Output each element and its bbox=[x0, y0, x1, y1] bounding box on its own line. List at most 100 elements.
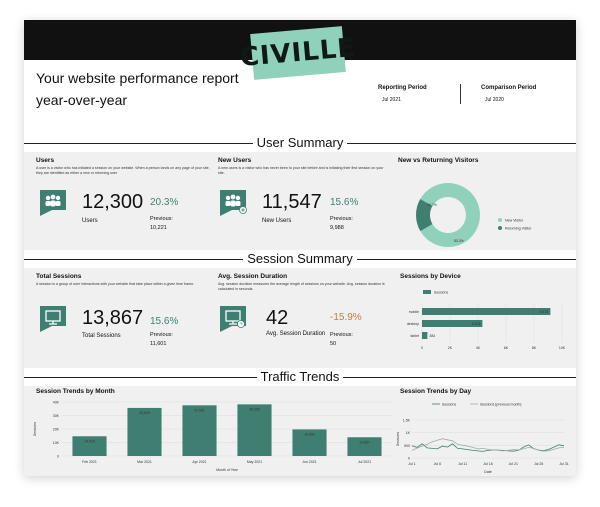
users-label: Users bbox=[82, 218, 98, 224]
day-y-tick: 0 bbox=[408, 457, 410, 461]
period-divider bbox=[460, 84, 461, 104]
month-bar bbox=[347, 437, 382, 456]
day-y-tick: 1.5K bbox=[403, 419, 411, 423]
device-bar bbox=[422, 320, 483, 327]
day-series-line-1 bbox=[411, 443, 565, 452]
session-summary-header: Session Summary bbox=[24, 250, 576, 268]
device-category-label: desktop bbox=[407, 322, 419, 326]
traffic-trends-title: Traffic Trends bbox=[256, 369, 344, 384]
day-series-line-2 bbox=[411, 438, 565, 452]
month-value-label: 37,551 bbox=[194, 408, 205, 412]
avg-duration-previous-label: Previous: bbox=[330, 332, 353, 338]
month-y-tick: 30K bbox=[53, 414, 60, 418]
avg-duration-description: Avg. session duration measures the avera… bbox=[218, 282, 385, 291]
avg-duration-change: -15.9% bbox=[330, 312, 362, 323]
avg-duration-title: Avg. Session Duration bbox=[218, 273, 288, 280]
monitor-icon bbox=[38, 304, 68, 334]
brand-logo[interactable]: CIVILLE bbox=[239, 26, 357, 80]
day-x-tick: Jul 1 bbox=[408, 462, 415, 466]
month-bar bbox=[182, 405, 217, 456]
month-y-tick: 40K bbox=[53, 401, 60, 405]
new-users-value: 11,547 bbox=[262, 191, 322, 213]
month-x-tick: Jul 2021 bbox=[358, 460, 371, 464]
comparison-period-value: Jul 2020 bbox=[485, 97, 504, 103]
device-x-tick: 10K bbox=[559, 346, 566, 350]
legend-new: New Visitor bbox=[505, 219, 524, 223]
month-value-label: 14,616 bbox=[84, 439, 95, 443]
device-value-label: 9,170 bbox=[540, 310, 549, 314]
month-x-tick: Jun 2021 bbox=[302, 460, 316, 464]
new-users-title: New Users bbox=[218, 157, 252, 164]
month-value-label: 13,867 bbox=[359, 440, 370, 444]
day-chart-title: Session Trends by Day bbox=[400, 388, 472, 395]
device-legend-label: Sessions bbox=[434, 291, 448, 295]
traffic-trends-header: Traffic Trends bbox=[24, 368, 576, 386]
device-category-label: mobile bbox=[409, 310, 419, 314]
day-legend-label-2: Sessions (previous month) bbox=[480, 402, 521, 406]
users-title: Users bbox=[36, 157, 55, 164]
day-line-chart: Sessions Sessions (previous month) 0 500 1K 1… bbox=[396, 402, 569, 474]
users-previous-value: 10,221 bbox=[150, 225, 167, 231]
day-legend-label-1: Sessions bbox=[442, 402, 456, 406]
new-users-previous-label: Previous: bbox=[330, 216, 353, 222]
month-chart-title: Session Trends by Month bbox=[36, 388, 115, 395]
device-x-tick: 8K bbox=[532, 346, 537, 350]
donut-slice-new bbox=[420, 183, 480, 247]
total-sessions-value: 13,867 bbox=[82, 307, 144, 329]
day-x-tick: Jul 11 bbox=[458, 462, 467, 466]
session-summary-band bbox=[24, 268, 576, 376]
reporting-period-label: Reporting Period bbox=[378, 85, 427, 91]
total-sessions-change: 15.6% bbox=[150, 316, 179, 327]
users-previous-label: Previous: bbox=[150, 216, 173, 222]
month-bar-chart: 0 10K 20K 30K 40K Sessions 14,616 Feb 2021 35,60… bbox=[33, 401, 392, 472]
monitor-clock-icon bbox=[218, 304, 248, 334]
new-users-previous-value: 9,988 bbox=[330, 225, 344, 231]
total-sessions-previous-value: 11,601 bbox=[150, 341, 167, 347]
month-y-tick: 20K bbox=[53, 428, 60, 432]
month-value-label: 35,609 bbox=[139, 411, 150, 415]
device-value-label: 4,313 bbox=[472, 322, 481, 326]
total-sessions-description: A session is a group of user interaction… bbox=[36, 282, 195, 286]
device-legend-swatch bbox=[423, 290, 431, 294]
month-x-tick: Feb 2021 bbox=[82, 460, 97, 464]
avg-duration-previous-value: 50 bbox=[330, 341, 337, 347]
day-x-tick: Jul 26 bbox=[534, 462, 543, 466]
new-users-change: 15.6% bbox=[330, 197, 359, 208]
users-description: A user is a visitor who has initiated a … bbox=[36, 166, 210, 175]
month-y-axis-label: Sessions bbox=[33, 422, 37, 436]
visitors-chart-title: New vs Returning Visitors bbox=[398, 157, 479, 164]
report-card: CIVILLE Your website performance report … bbox=[24, 20, 576, 476]
day-x-tick: Jul 6 bbox=[434, 462, 441, 466]
day-x-tick: Jul 21 bbox=[509, 462, 518, 466]
month-bar bbox=[127, 407, 162, 456]
total-sessions-previous-label: Previous: bbox=[150, 332, 173, 338]
device-x-tick: 2K bbox=[448, 346, 453, 350]
total-sessions-label: Total Sessions bbox=[82, 333, 121, 339]
device-x-tick: 4K bbox=[476, 346, 481, 350]
month-x-axis-label: Month of Year bbox=[216, 468, 238, 472]
avg-duration-value: 42 bbox=[266, 307, 289, 329]
month-y-tick: 10K bbox=[53, 441, 60, 445]
device-x-tick: 0 bbox=[421, 346, 423, 350]
comparison-period-label: Comparison Period bbox=[481, 85, 537, 91]
month-x-tick: Apr 2021 bbox=[192, 460, 206, 464]
user-summary-band bbox=[24, 152, 576, 260]
device-value-label: 384 bbox=[429, 334, 435, 338]
month-x-tick: May 2021 bbox=[247, 460, 262, 464]
month-y-tick: 0 bbox=[57, 455, 59, 459]
device-bar-chart: Sessions 0 2K 4K 6K 8K 10K mobile 9,170 desktop 4,… bbox=[407, 290, 566, 350]
donut-label-returning: 16.7% bbox=[427, 203, 437, 207]
legend-swatch-returning bbox=[498, 226, 502, 230]
users-value: 12,300 bbox=[82, 191, 144, 213]
new-users-description: A new users is a visitor who has never b… bbox=[218, 166, 384, 175]
visitors-donut-chart: 83.3% 16.7% New Visitor Returning Visito… bbox=[416, 183, 532, 247]
device-x-tick: 6K bbox=[504, 346, 509, 350]
new-users-label: New Users bbox=[262, 218, 292, 224]
session-summary-title: Session Summary bbox=[243, 251, 357, 266]
users-group-icon bbox=[38, 188, 68, 218]
month-x-tick: Mar 2021 bbox=[137, 460, 152, 464]
month-value-label: 38,258 bbox=[249, 407, 260, 411]
device-bar bbox=[422, 332, 428, 339]
device-category-label: tablet bbox=[410, 334, 419, 338]
day-y-tick: 1K bbox=[406, 431, 411, 435]
